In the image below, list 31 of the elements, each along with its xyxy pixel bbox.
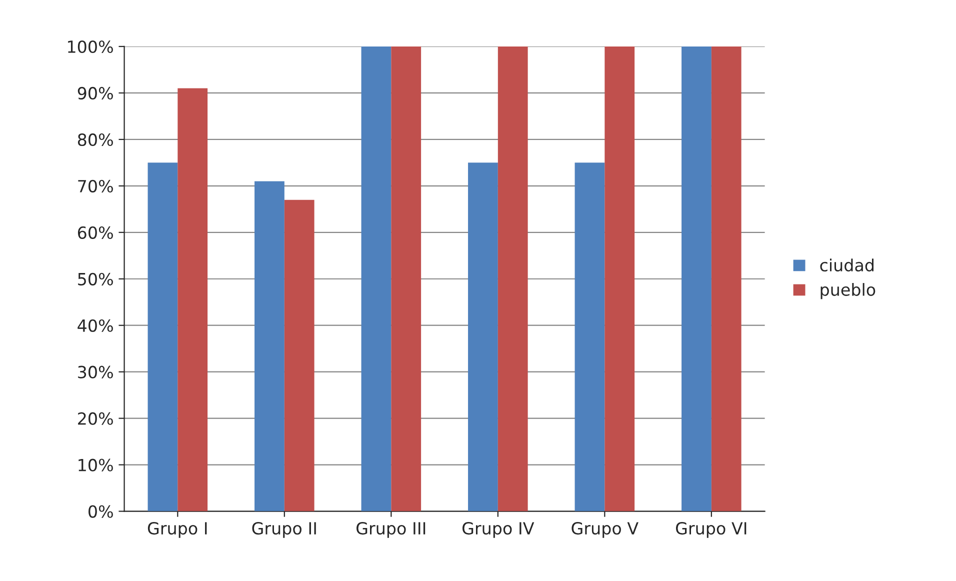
bar: [254, 181, 284, 512]
x-tick-label: Grupo I: [148, 522, 207, 538]
legend-label: pueblo: [820, 283, 876, 300]
bar: [178, 88, 208, 512]
x-tick-label: Grupo V: [572, 522, 638, 538]
y-tick-label: 90%: [78, 86, 113, 100]
y-tick-label: 80%: [78, 133, 113, 146]
bar: [361, 46, 392, 512]
bar: [574, 162, 605, 512]
y-tick-label: 60%: [78, 226, 113, 239]
bar: [148, 162, 178, 512]
bar: [604, 46, 635, 512]
legend-label: ciudad: [820, 258, 874, 272]
bar: [391, 46, 422, 512]
bar: [498, 46, 528, 512]
y-tick-label: 100%: [68, 40, 113, 54]
bar: [468, 162, 498, 512]
bar: [711, 46, 742, 512]
bar: [682, 46, 712, 512]
y-tick-label: 40%: [78, 319, 113, 332]
y-tick-label: 50%: [78, 272, 113, 286]
y-tick-label: 70%: [78, 180, 113, 192]
y-tick-label: 30%: [78, 366, 113, 378]
x-tick-label: Grupo III: [356, 522, 426, 538]
y-tick-label: 0%: [88, 505, 113, 518]
y-tick-label: 10%: [78, 458, 113, 472]
bar: [284, 200, 314, 512]
x-tick-label: Grupo VI: [676, 522, 746, 538]
x-tick-label: Grupo IV: [462, 522, 534, 538]
y-tick-label: 20%: [78, 412, 113, 425]
x-tick-label: Grupo II: [252, 522, 316, 538]
